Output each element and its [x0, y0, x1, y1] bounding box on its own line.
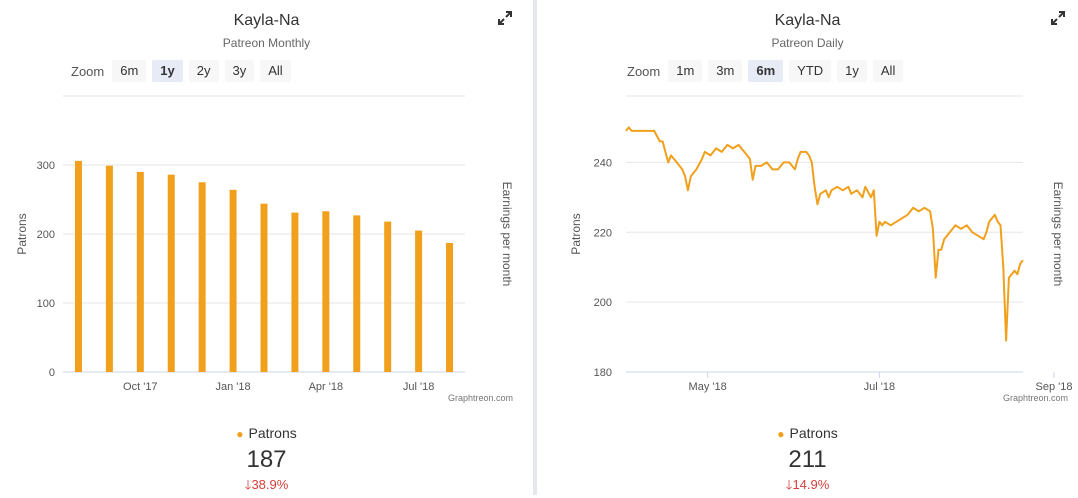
- bar-apr--18: [322, 211, 330, 372]
- zoom-button-all[interactable]: All: [872, 60, 904, 82]
- chart-panel-daily: Kayla-Na Patreon Daily Zoom 1m 3m 6m YTD…: [537, 0, 1078, 495]
- y-tick-label: 200: [594, 297, 612, 309]
- x-tick-label: Jul '18: [864, 381, 895, 393]
- legend-dot-icon: ●: [236, 427, 244, 441]
- legend-label: Patrons: [789, 425, 838, 441]
- expand-icon[interactable]: [1050, 10, 1066, 26]
- legend-patrons[interactable]: ● Patrons: [537, 425, 1078, 441]
- zoom-label: Zoom: [627, 63, 661, 79]
- y2-axis-title: Earnings per month: [1051, 182, 1065, 287]
- legend-dot-icon: ●: [777, 427, 785, 441]
- daily-line-chart: 180 200 220 240 May '18 Jul '18 Sep '18 Patrons…: [569, 95, 1072, 403]
- zoom-button-6m[interactable]: 6m: [748, 60, 784, 82]
- bar-dec--17: [198, 182, 206, 372]
- chart-title: Kayla-Na: [233, 12, 300, 29]
- zoom-button-1y[interactable]: 1y: [152, 60, 183, 82]
- arrow-down-icon: 🡓: [785, 477, 793, 492]
- bar-jan--18: [229, 189, 237, 372]
- legend-patrons[interactable]: ● Patrons: [0, 425, 533, 441]
- monthly-bar-chart: 0 100 200 300 Oct '17 Jan '18 Apr '18 Jul '18 Pa…: [15, 95, 514, 403]
- bar-feb--18: [260, 203, 268, 372]
- bar-oct--17: [136, 171, 144, 372]
- y-tick-label: 240: [594, 157, 612, 169]
- bar-nov--17: [167, 174, 175, 372]
- bar-mar--18: [291, 212, 299, 372]
- patron-count: 211: [788, 446, 827, 473]
- bar-jul--18: [415, 230, 423, 372]
- change-percent: 🡓14.9%: [537, 476, 1078, 498]
- change-percent: 🡓38.9%: [0, 476, 533, 498]
- legend-label: Patrons: [248, 425, 297, 441]
- x-tick-label: Apr '18: [309, 381, 344, 393]
- patron-count: 187: [246, 446, 287, 473]
- zoom-button-all[interactable]: All: [260, 60, 291, 82]
- credit-label: Graphtreon.com: [448, 393, 513, 403]
- zoom-button-3m[interactable]: 3m: [708, 60, 743, 82]
- chart-subtitle: Patreon Daily: [771, 36, 844, 50]
- y2-axis-title: Earnings per month: [500, 182, 514, 287]
- y-tick-label: 100: [37, 298, 55, 310]
- y-tick-label: 220: [594, 227, 612, 239]
- patrons-series-line: [625, 126, 1024, 342]
- bar-may--18: [353, 215, 361, 372]
- zoom-toolbar: Zoom 6m 1y 2y 3y All: [71, 60, 297, 82]
- chart-title: Kayla-Na: [774, 12, 841, 29]
- x-tick-label: May '18: [689, 381, 727, 393]
- zoom-button-1y[interactable]: 1y: [837, 60, 867, 82]
- zoom-label: Zoom: [71, 63, 105, 79]
- x-tick-label: Sep '18: [1035, 381, 1072, 393]
- zoom-toolbar: Zoom 1m 3m 6m YTD 1y All: [627, 60, 909, 82]
- bar-aug--17: [74, 160, 82, 372]
- credit-label: Graphtreon.com: [1003, 393, 1068, 403]
- arrow-down-icon: 🡓: [244, 477, 252, 492]
- zoom-button-1m[interactable]: 1m: [668, 60, 703, 82]
- zoom-button-3y[interactable]: 3y: [224, 60, 255, 82]
- bar-aug--18: [446, 242, 454, 372]
- chart-panel-monthly: Kayla-Na Patreon Monthly Zoom 6m 1y 2y 3…: [0, 0, 533, 495]
- y-axis-title: Patrons: [569, 213, 583, 254]
- expand-icon[interactable]: [497, 10, 513, 26]
- x-tick-label: Oct '17: [123, 381, 158, 393]
- bar-sep--17: [105, 165, 113, 372]
- x-tick-label: Jan '18: [216, 381, 251, 393]
- zoom-button-ytd[interactable]: YTD: [789, 60, 832, 82]
- y-tick-label: 300: [37, 160, 55, 172]
- zoom-button-2y[interactable]: 2y: [188, 60, 219, 82]
- change-value: 14.9%: [792, 477, 830, 492]
- y-axis-title: Patrons: [15, 213, 29, 254]
- chart-subtitle: Patreon Monthly: [222, 36, 311, 50]
- y-tick-label: 180: [594, 367, 612, 379]
- y-tick-label: 0: [49, 367, 55, 379]
- bar-jun--18: [384, 221, 392, 372]
- x-tick-label: Jul '18: [403, 381, 434, 393]
- panel-divider: [533, 0, 537, 495]
- change-value: 38.9%: [251, 477, 289, 492]
- y-tick-label: 200: [37, 229, 55, 241]
- zoom-button-6m[interactable]: 6m: [112, 60, 147, 82]
